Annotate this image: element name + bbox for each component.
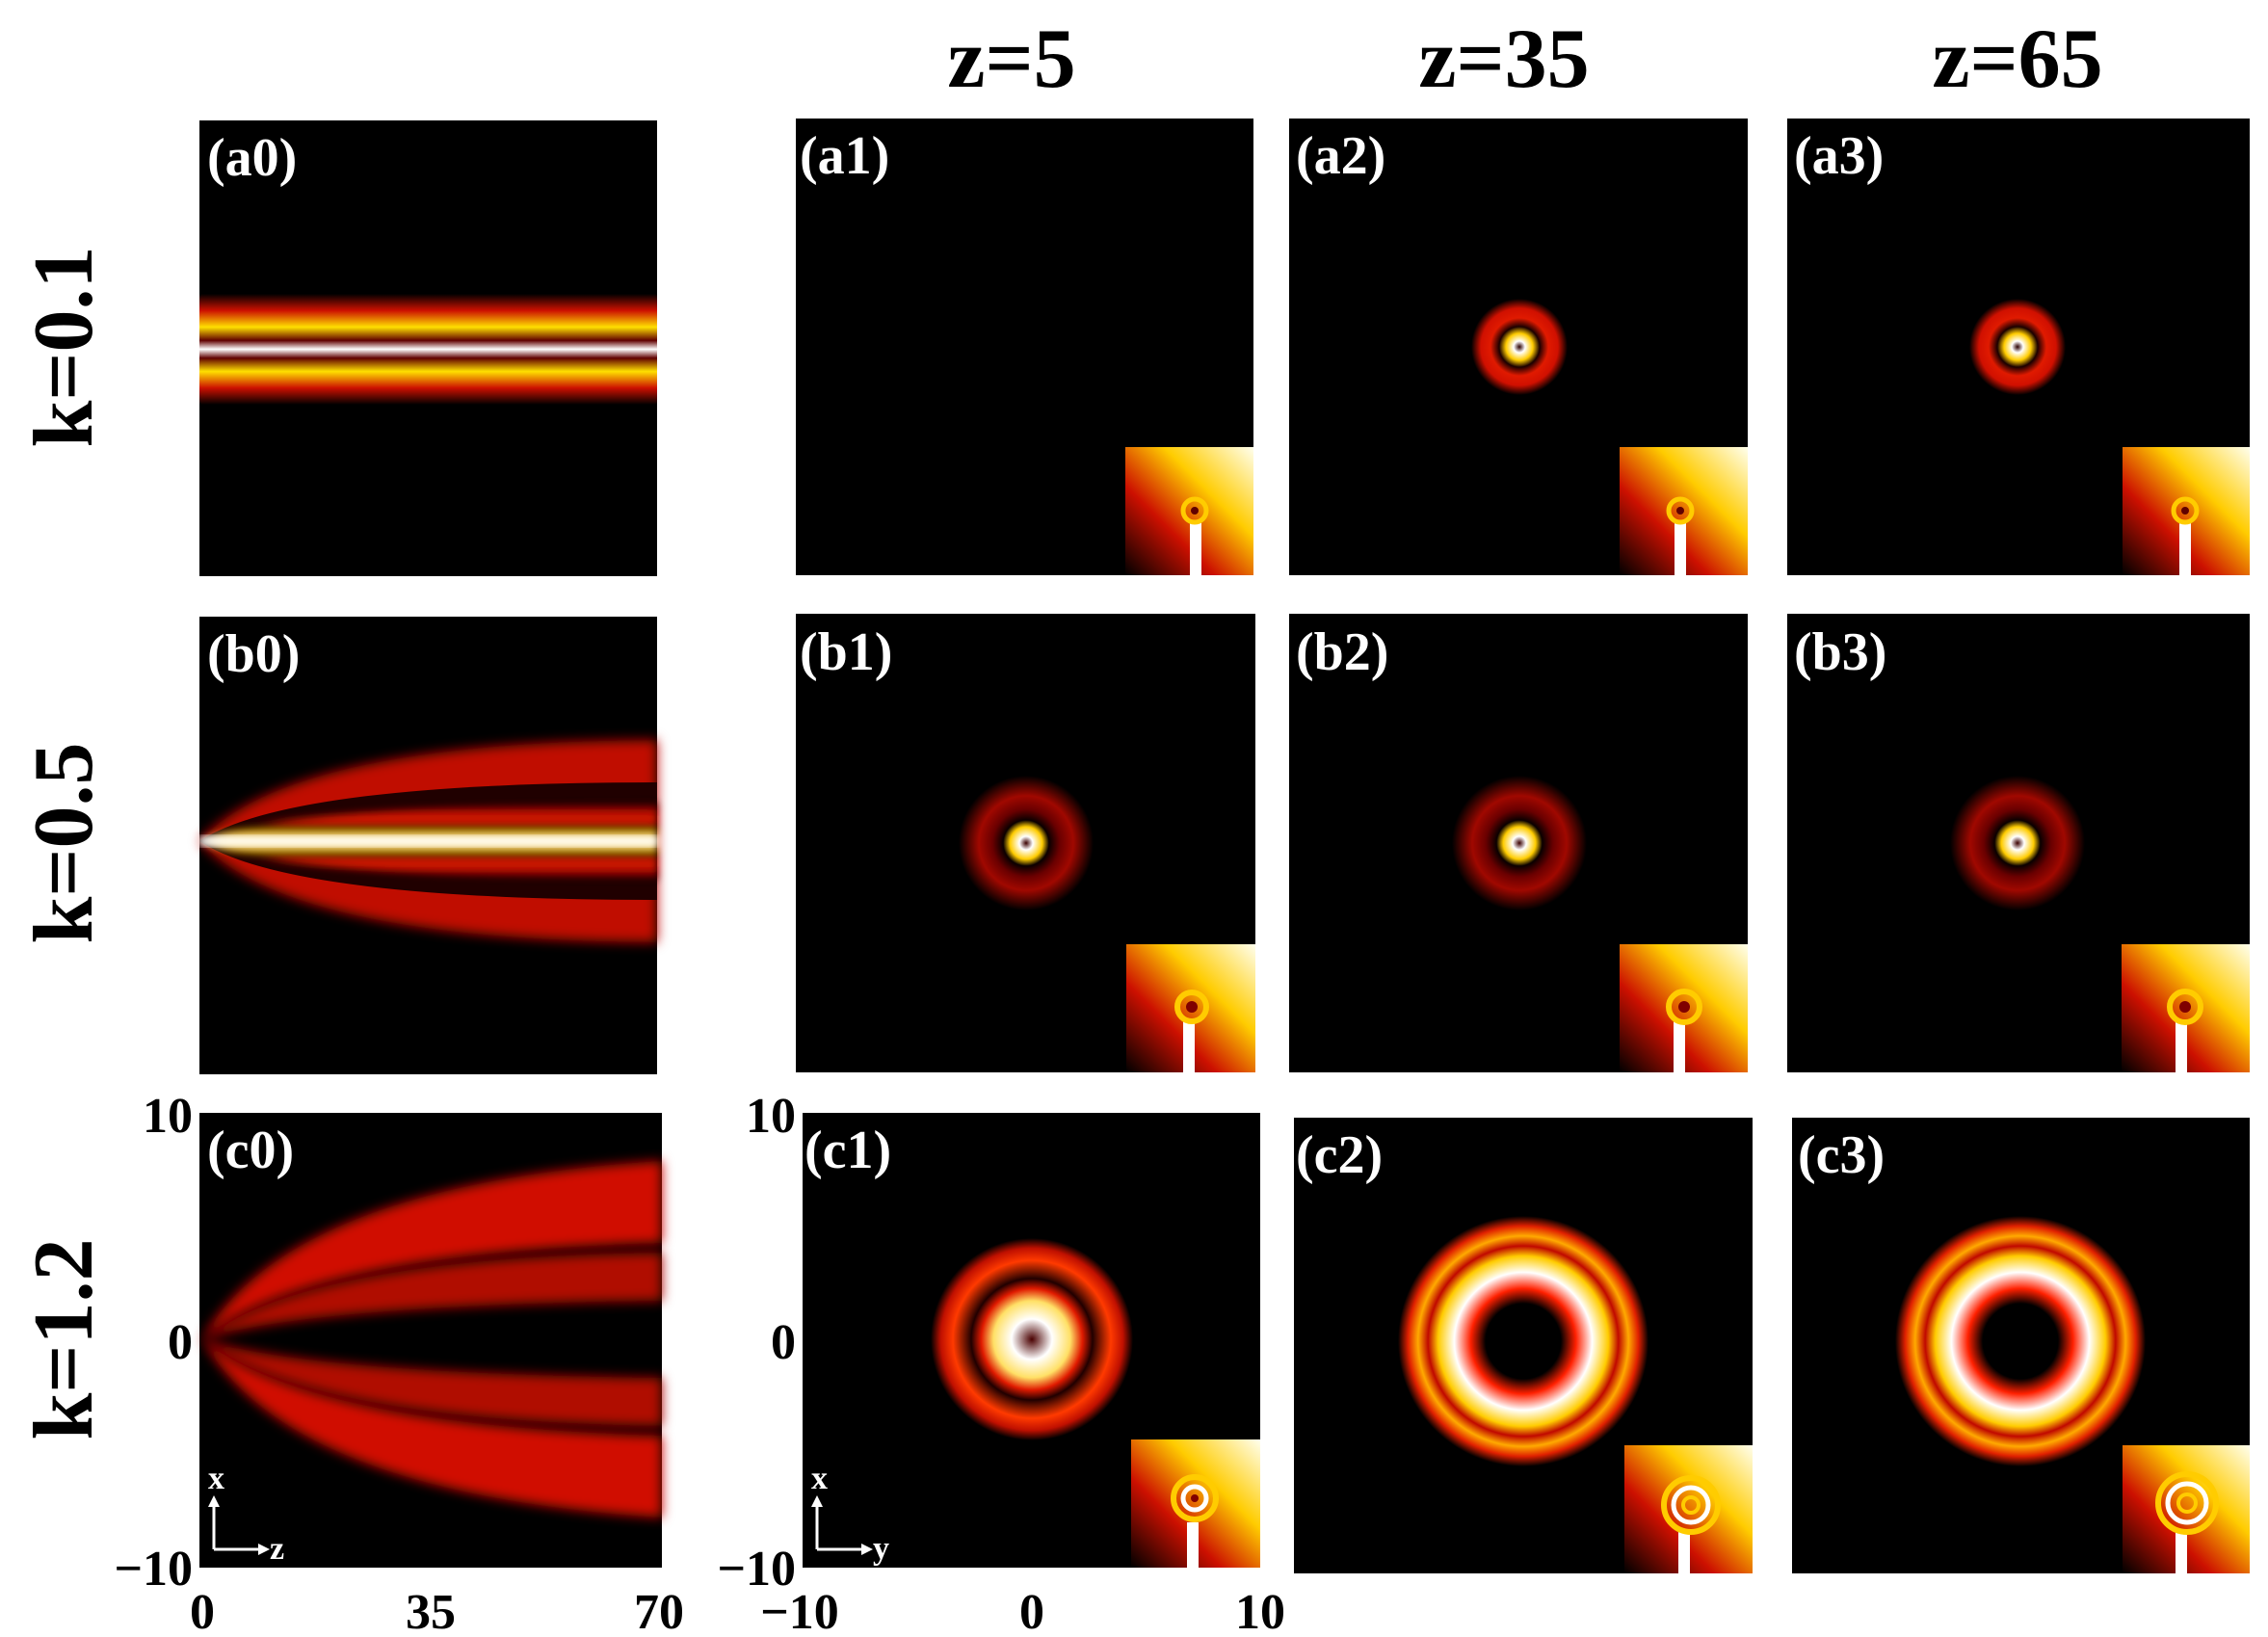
column-heading-z35: z=35 xyxy=(1418,13,1589,106)
phase-inset xyxy=(1620,944,1748,1072)
panel-c3: (c3) xyxy=(1792,1118,2250,1573)
beam-bands xyxy=(199,740,657,942)
x-tick-10: 10 xyxy=(1235,1585,1285,1637)
axis-indicator-x: x xyxy=(811,1461,828,1496)
y-tick-10: 10 xyxy=(143,1089,193,1144)
beam-bands xyxy=(199,294,657,405)
panel-label-a1: (a1) xyxy=(800,126,889,186)
intensity-ring xyxy=(959,776,1094,911)
phase-inset xyxy=(1126,944,1255,1072)
panel-label-a0: (a0) xyxy=(207,128,297,188)
phase-inset xyxy=(2122,944,2250,1072)
panel-a2: (a2) xyxy=(1289,119,1748,575)
column-heading-z65: z=65 xyxy=(1932,13,2102,106)
y-tick-0: 0 xyxy=(771,1315,796,1370)
panel-label-a2: (a2) xyxy=(1296,126,1385,186)
panel-c0: x z (c0) xyxy=(199,1113,662,1568)
axis-indicator-y: y xyxy=(873,1531,889,1567)
row-heading-k05: k=0.5 xyxy=(17,742,111,943)
panel-a1: (a1) xyxy=(796,119,1253,575)
panel-a3: (a3) xyxy=(1787,119,2250,575)
panel-label-b2: (b2) xyxy=(1296,622,1388,682)
beam-bands xyxy=(202,1161,662,1518)
x-tick-0: 0 xyxy=(190,1585,215,1637)
panel-label-b3: (b3) xyxy=(1794,622,1886,682)
y-tick-minus10: −10 xyxy=(717,1542,796,1597)
panel-b2: (b2) xyxy=(1289,614,1748,1072)
panel-label-c1: (c1) xyxy=(804,1121,891,1180)
panel-b1: (b1) xyxy=(796,614,1255,1072)
intensity-ring xyxy=(1442,766,1596,920)
x-tick-minus10: −10 xyxy=(760,1585,839,1637)
axis-indicator: x y xyxy=(811,1461,889,1567)
panel-b3: (b3) xyxy=(1787,614,2250,1072)
intensity-ring xyxy=(931,1238,1133,1440)
axis-indicator-x: x xyxy=(208,1461,224,1496)
y-tick-minus10: −10 xyxy=(114,1542,193,1597)
row-heading-k12: k=1.2 xyxy=(17,1238,111,1439)
phase-inset xyxy=(2123,447,2250,575)
panel-label-c0: (c0) xyxy=(207,1121,294,1180)
y-tick-10: 10 xyxy=(746,1089,796,1144)
panel-label-b0: (b0) xyxy=(207,624,300,684)
panel-label-c2: (c2) xyxy=(1296,1125,1383,1185)
panel-c2: (c2) xyxy=(1294,1118,1753,1573)
y-tick-0: 0 xyxy=(168,1315,193,1370)
phase-inset xyxy=(1624,1445,1753,1573)
panel-label-b1: (b1) xyxy=(800,622,892,682)
x-tick-35: 35 xyxy=(406,1585,456,1637)
axis-indicator-z: z xyxy=(270,1531,284,1567)
panel-c1: x y (c1) xyxy=(803,1113,1260,1568)
panel-b0: (b0) xyxy=(199,617,657,1074)
panel-a0: (a0) xyxy=(199,120,657,576)
phase-inset xyxy=(1620,447,1748,575)
x-tick-0: 0 xyxy=(1019,1585,1044,1637)
phase-inset xyxy=(1125,447,1253,575)
phase-inset xyxy=(1131,1439,1260,1568)
intensity-ring xyxy=(1398,1216,1648,1466)
x-tick-70: 70 xyxy=(634,1585,684,1637)
intensity-ring xyxy=(1969,299,2066,395)
intensity-ring xyxy=(978,299,1074,395)
panel-label-c3: (c3) xyxy=(1798,1125,1885,1185)
panel-label-a3: (a3) xyxy=(1794,126,1884,186)
column-heading-z5: z=5 xyxy=(947,13,1075,106)
intensity-ring xyxy=(1936,761,2099,925)
phase-inset xyxy=(2123,1445,2250,1573)
axis-indicator: x z xyxy=(208,1461,284,1567)
intensity-ring xyxy=(1471,299,1568,395)
row-heading-k01: k=0.1 xyxy=(17,246,111,447)
intensity-ring xyxy=(1887,1208,2153,1474)
